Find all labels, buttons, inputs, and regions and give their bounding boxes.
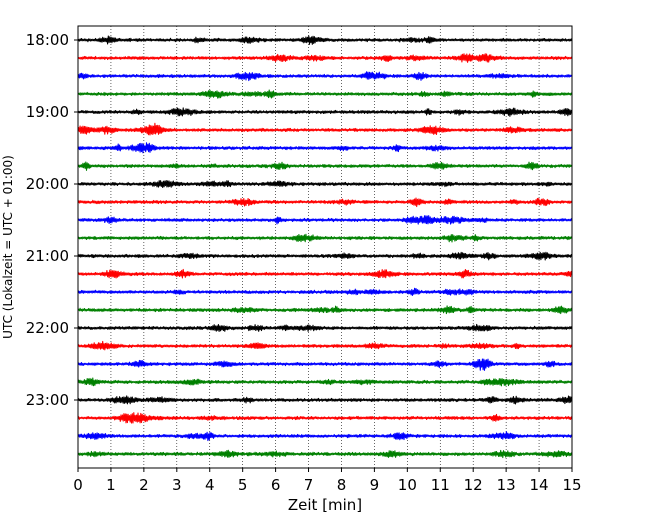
trace-2045 — [77, 233, 573, 243]
x-tick-label: 1 — [106, 476, 116, 494]
seismic-traces — [77, 35, 573, 459]
x-axis-label: Zeit [min] — [288, 496, 362, 514]
y-axis-label: UTC (Lokalzeit = UTC + 01:00) — [1, 155, 15, 339]
y-axis-ticks: 18:00 19:00 20:00 21:00 22:00 23:00 — [26, 31, 78, 409]
trace-1800 — [77, 35, 573, 45]
plot-area — [78, 26, 572, 468]
trace-2145 — [77, 305, 573, 315]
trace-2345 — [77, 449, 573, 459]
y-tick-label: 20:00 — [26, 175, 69, 193]
y-tick-label: 22:00 — [26, 319, 69, 337]
trace-2030 — [77, 215, 573, 225]
trace-2330 — [77, 431, 573, 442]
y-tick-label: 23:00 — [26, 391, 69, 409]
x-tick-label: 2 — [139, 476, 149, 494]
trace-2245 — [77, 377, 573, 387]
x-tick-label: 12 — [464, 476, 483, 494]
y-tick-label: 18:00 — [26, 31, 69, 49]
x-tick-label: 9 — [370, 476, 380, 494]
trace-1930 — [77, 142, 573, 154]
trace-2200 — [77, 323, 573, 333]
trace-2115 — [77, 268, 573, 279]
x-tick-label: 10 — [398, 476, 417, 494]
plot-frame — [77, 25, 573, 469]
trace-1830 — [77, 71, 573, 82]
trace-2300 — [77, 395, 573, 405]
x-tick-label: 5 — [238, 476, 248, 494]
trace-1945 — [77, 161, 573, 171]
x-axis-ticks: 0 1 2 3 4 5 6 7 8 9 10 11 12 13 14 15 — [73, 468, 582, 494]
trace-2000 — [77, 179, 573, 189]
x-tick-label: 0 — [73, 476, 83, 494]
trace-2015 — [77, 197, 573, 208]
x-tick-label: 14 — [530, 476, 549, 494]
trace-1900 — [77, 107, 573, 117]
x-tick-label: 8 — [337, 476, 347, 494]
x-tick-label: 13 — [497, 476, 516, 494]
trace-1915 — [77, 122, 573, 136]
x-tick-label: 3 — [172, 476, 182, 494]
trace-1815 — [77, 53, 573, 63]
trace-1845 — [77, 89, 573, 99]
trace-2315 — [77, 412, 573, 424]
trace-2130 — [77, 287, 573, 296]
x-tick-label: 6 — [271, 476, 281, 494]
trace-2100 — [77, 251, 573, 261]
x-tick-label: 4 — [205, 476, 215, 494]
x-tick-label: 7 — [304, 476, 314, 494]
x-tick-label: 15 — [562, 476, 581, 494]
y-tick-label: 19:00 — [26, 103, 69, 121]
y-tick-label: 21:00 — [26, 247, 69, 265]
x-tick-label: 11 — [431, 476, 450, 494]
trace-2215 — [77, 340, 573, 351]
trace-2230 — [77, 358, 573, 371]
